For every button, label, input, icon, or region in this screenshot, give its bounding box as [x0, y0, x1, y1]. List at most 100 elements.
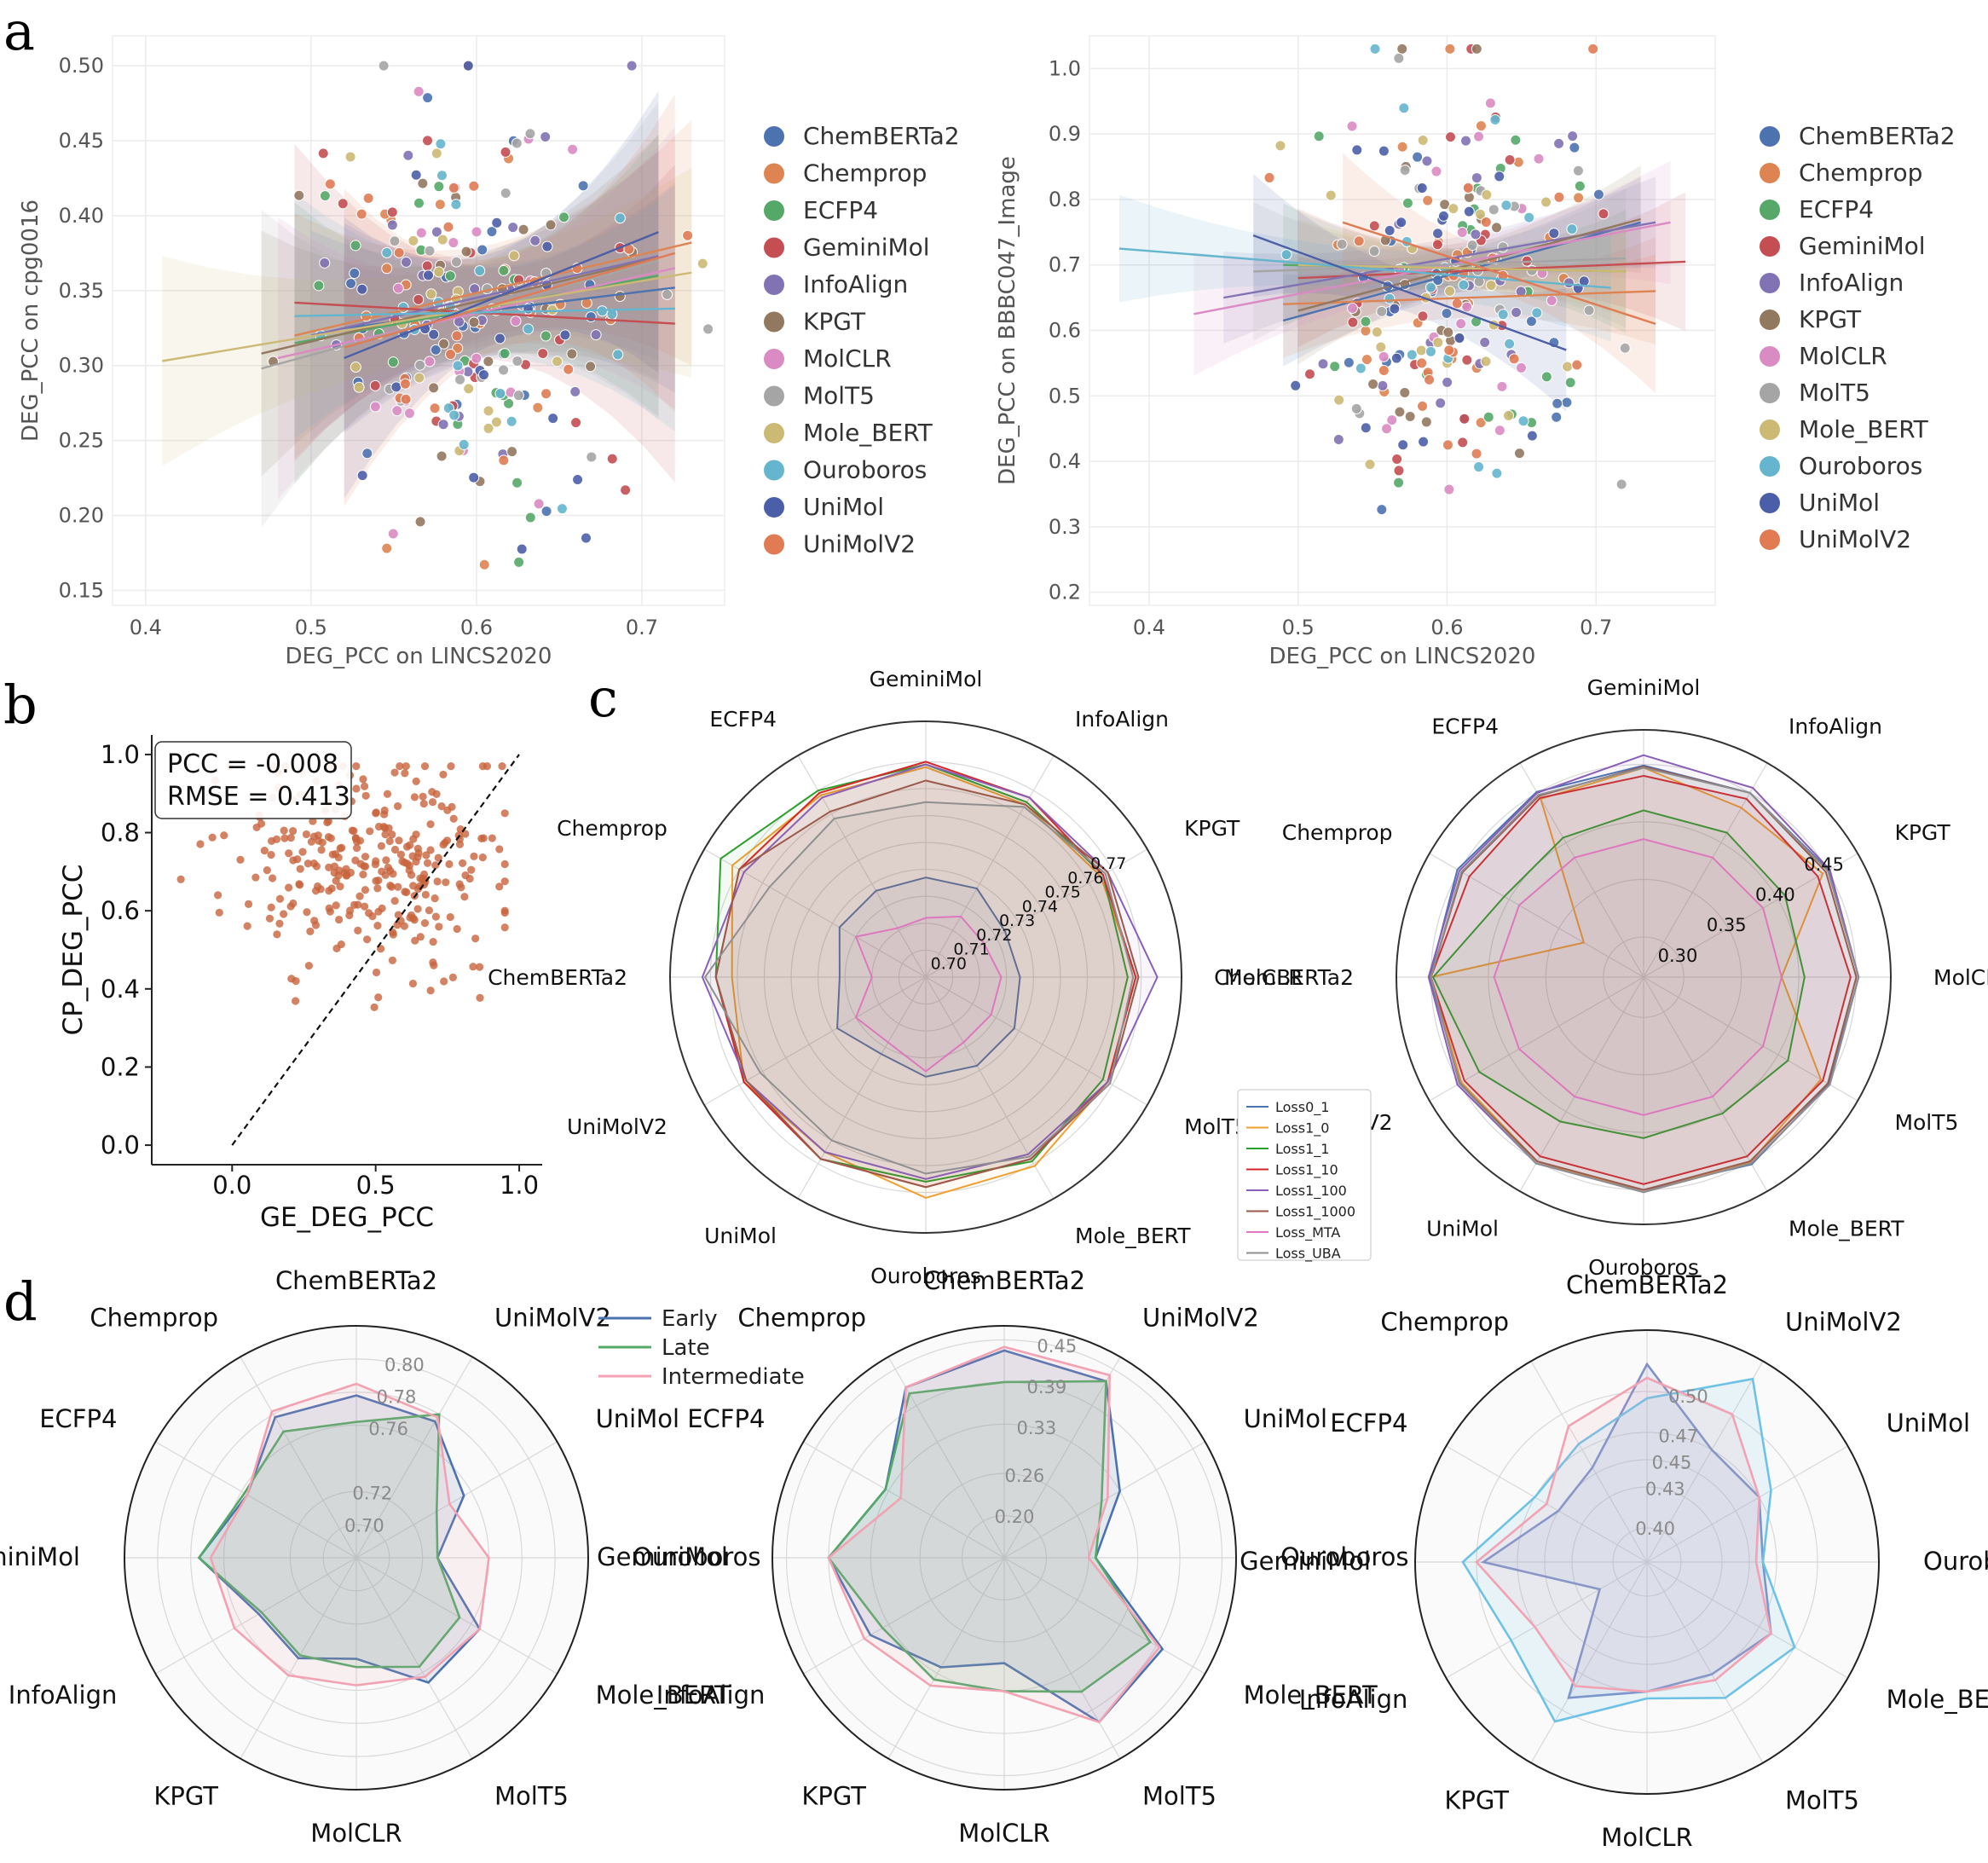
data-point: [500, 809, 509, 818]
legend-label-ChemBERTa2: ChemBERTa2: [803, 122, 960, 150]
data-point-ECFP4: [540, 330, 552, 342]
data-point: [409, 882, 418, 890]
data-point: [420, 919, 430, 928]
radar-series-Loss1_0: [731, 766, 1137, 1200]
regression-line-InfoAlign: [310, 255, 659, 337]
data-point-MolT5: [1393, 52, 1405, 64]
data-point-UniMolV2: [540, 388, 552, 400]
legend-label-UniMolV2: UniMolV2: [803, 530, 916, 558]
data-point-UniMol: [572, 474, 584, 486]
x-tick-label: 0.6: [460, 616, 493, 639]
radar-axis-label-UniMolV2: UniMolV2: [567, 1114, 667, 1139]
data-point-MolCLR: [392, 282, 404, 294]
legend-marker-ECFP4: [1760, 200, 1780, 220]
data-point: [420, 762, 430, 771]
x-tick-label: 0.4: [1133, 616, 1165, 639]
data-point: [500, 859, 509, 869]
legend-label-GeminiMol: GeminiMol: [1799, 232, 1926, 260]
data-point-InfoAlign: [1563, 277, 1575, 289]
data-point-UniMol: [1378, 145, 1390, 157]
data-point-GeminiMol: [1368, 220, 1380, 232]
data-point-InfoAlign: [507, 222, 519, 234]
data-point: [303, 859, 312, 868]
data-point-UniMol: [428, 328, 440, 340]
data-point: [265, 914, 275, 923]
data-point-MolCLR: [1496, 380, 1508, 392]
data-point-ChemBERTa2: [422, 92, 434, 104]
data-point: [354, 926, 362, 935]
data-point: [236, 855, 245, 864]
y-tick-label: 0.9: [1049, 122, 1081, 146]
data-point-UniMolV2: [1443, 344, 1455, 356]
data-point: [324, 817, 332, 825]
data-point-Chemprop: [1475, 120, 1487, 132]
data-point: [396, 850, 405, 859]
legend-marker-InfoAlign: [764, 275, 784, 295]
data-point-GeminiMol: [1417, 310, 1429, 322]
y-tick-label: 0.8: [101, 819, 140, 848]
data-point-MolCLR: [415, 227, 427, 239]
data-point: [307, 837, 315, 846]
radar-spoke: [925, 848, 1148, 978]
data-point: [273, 930, 281, 939]
data-point-ECFP4: [313, 280, 325, 292]
legend-marker-InfoAlign: [1760, 273, 1780, 293]
data-point: [390, 845, 400, 854]
radar-axis-label-Ouroboros: Ouroboros: [1588, 1255, 1699, 1280]
regression-line-UniMolV2: [344, 252, 676, 349]
x-tick-label: 0.5: [295, 616, 327, 639]
data-point-MolT5: [662, 288, 673, 300]
data-point-MolCLR: [1430, 165, 1442, 177]
data-point-Mole_BERT: [696, 257, 708, 269]
data-point: [419, 792, 427, 801]
data-point-Mole_BERT: [1417, 134, 1429, 146]
radar-tick-label: 0.50: [1668, 1386, 1708, 1407]
data-point: [388, 830, 396, 839]
radar-spoke: [797, 976, 927, 1200]
y-tick-label: 0.40: [59, 204, 104, 228]
data-point-MolT5: [498, 364, 510, 376]
data-point-UniMol: [356, 283, 368, 295]
data-point-UniMolV2: [1480, 216, 1492, 228]
data-point-UniMolV2: [563, 363, 575, 375]
data-point-UniMol: [1360, 422, 1372, 434]
data-point: [389, 930, 397, 939]
data-point-Mole_BERT: [1325, 189, 1337, 201]
data-point-UniMolV2: [1587, 43, 1599, 55]
radar-axis-label-ECFP4: ECFP4: [687, 1404, 765, 1433]
data-point: [445, 859, 454, 869]
radar-axis-label-KPGT: KPGT: [153, 1782, 218, 1811]
regression-line-KPGT: [261, 257, 659, 355]
radar-axis-label-MolT5: MolT5: [1894, 1110, 1958, 1135]
data-point-MolCLR: [471, 352, 483, 364]
legend-label-Mole_BERT: Mole_BERT: [803, 419, 933, 447]
data-point-InfoAlign: [1470, 229, 1482, 240]
data-point-GeminiMol: [1393, 465, 1405, 477]
radar-axis-label-ECFP4: ECFP4: [709, 707, 777, 732]
data-point-UniMol: [410, 169, 422, 181]
data-point-KPGT: [1513, 448, 1525, 460]
data-point-InfoAlign: [1377, 379, 1389, 391]
data-point-GeminiMol: [369, 379, 381, 391]
data-point-KPGT: [1367, 379, 1379, 391]
radar-axis-label-InfoAlign: InfoAlign: [9, 1681, 118, 1710]
data-point-Mole_BERT: [1333, 394, 1345, 406]
data-point: [303, 908, 311, 917]
data-point-UniMolV2: [1378, 365, 1390, 377]
data-point-UniMol: [1397, 439, 1409, 451]
data-point-UniMolV2: [1416, 357, 1428, 369]
data-point-MolCLR: [448, 237, 459, 249]
radar-axis-label-UniMol: UniMol: [1426, 1216, 1499, 1241]
data-point: [430, 961, 438, 969]
data-point: [298, 848, 307, 856]
data-point: [383, 790, 392, 798]
data-point-Ouroboros: [452, 360, 464, 372]
data-point: [446, 912, 454, 922]
data-point-UniMolV2: [324, 178, 336, 190]
data-point-MolT5: [1619, 342, 1631, 354]
radar-axis-label-UniMol: UniMol: [1244, 1404, 1327, 1433]
radar-tick-label: 0.30: [1658, 946, 1698, 966]
data-point: [296, 865, 304, 873]
data-point: [377, 842, 385, 850]
data-point-Mole_BERT: [1432, 337, 1444, 349]
